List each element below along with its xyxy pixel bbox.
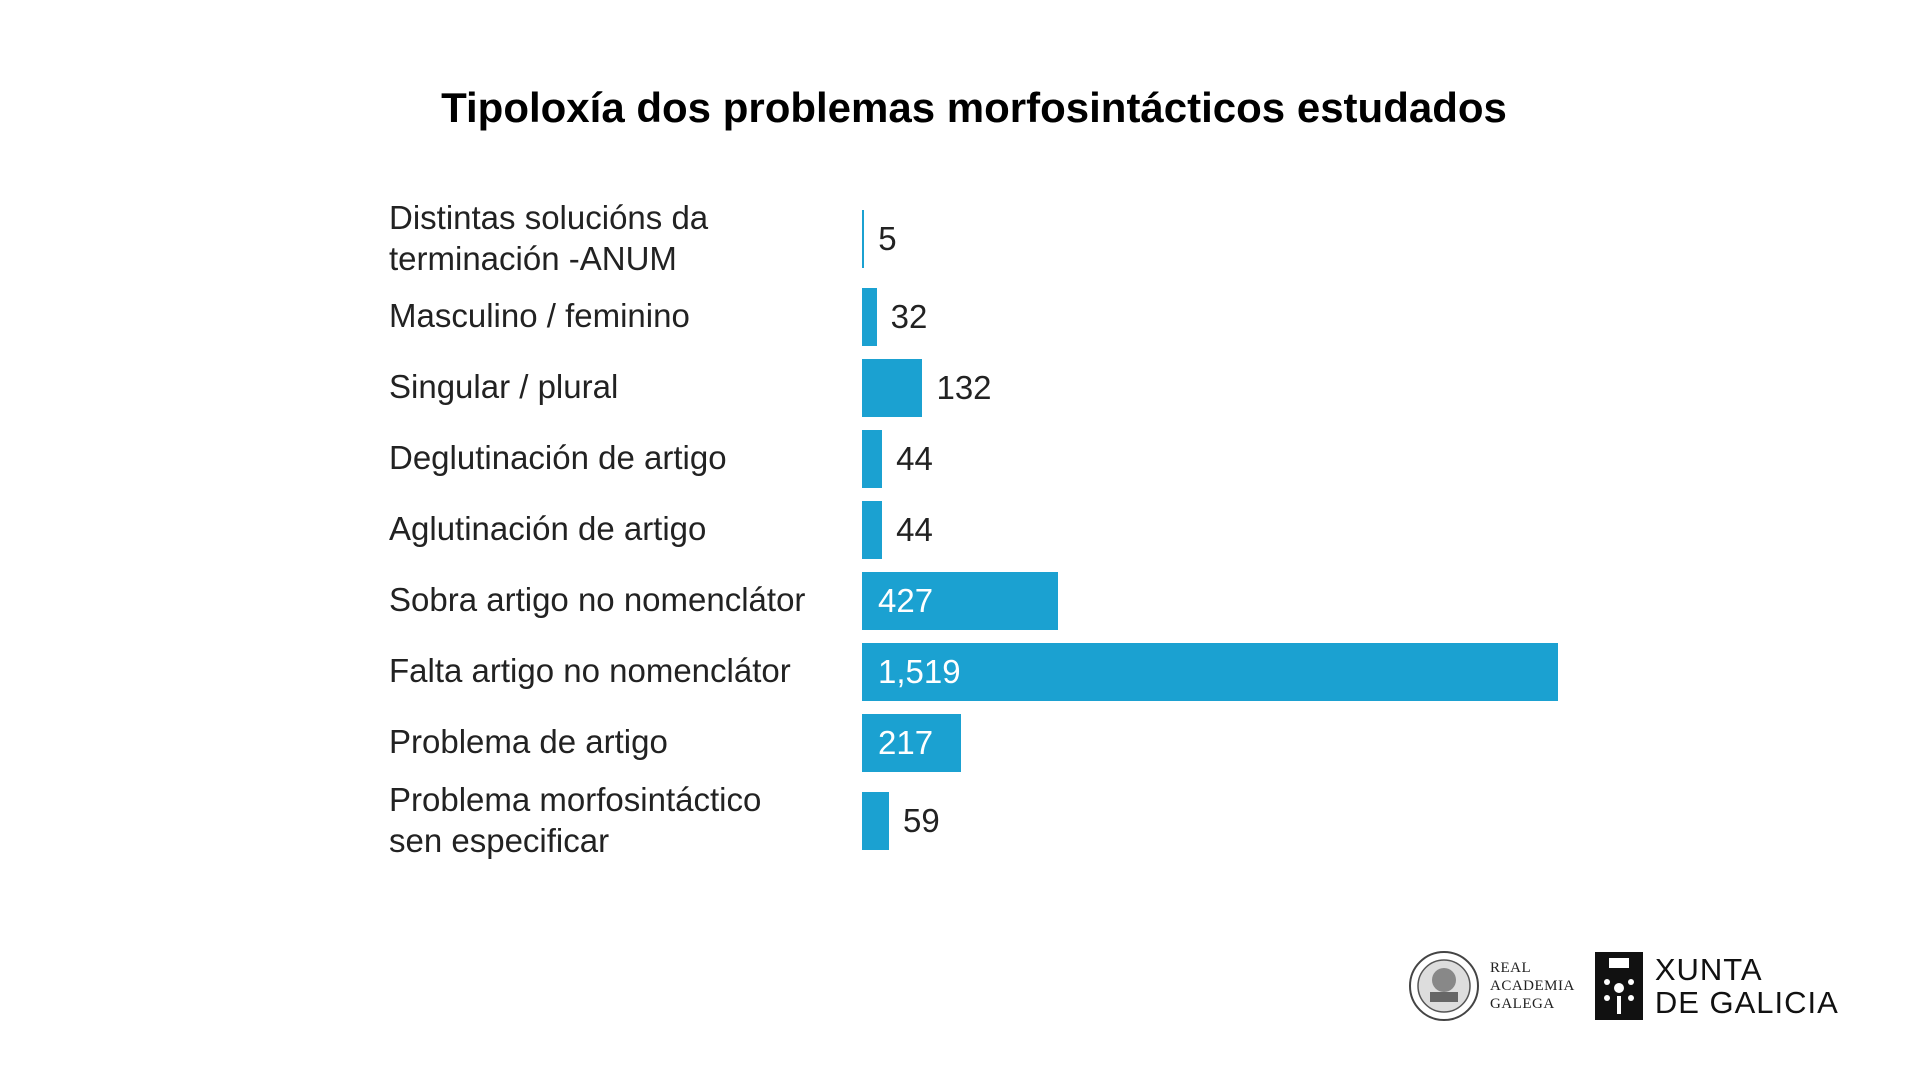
value-label: 44 [896,439,933,477]
bar-track: 132 [862,358,992,417]
bar-track: 44 [862,429,933,488]
academia-name: REAL ACADEMIA GALEGA [1490,960,1575,1012]
bar-track: 1,519 [862,642,1558,701]
bar-track: 427 [862,571,1058,630]
bar-row: Sobra artigo no nomenclátor 427 [389,565,1789,636]
bar [862,500,883,559]
bar-row: Falta artigo no nomenclátor 1,519 [389,636,1789,707]
value-label: 427 [878,581,934,619]
value-label: 217 [878,723,934,761]
category-label: Aglutinación de artigo [389,510,707,548]
bar-row: Problema morfosintáctico sen especificar… [389,778,1789,863]
bar-row: Masculino / feminino 32 [389,281,1789,352]
category-label: Sobra artigo no nomenclátor [389,581,806,619]
bar [862,429,883,488]
bar-track: 32 [862,287,928,346]
value-label: 5 [878,219,897,257]
bar [862,791,890,850]
bar-track: 5 [862,209,897,268]
bar-row: Problema de artigo 217 [389,707,1789,778]
bar-row: Singular / plural 132 [389,352,1789,423]
logos: REAL ACADEMIA GALEGA XUNTA DE GALICIA [1408,950,1839,1022]
value-label: 59 [903,801,940,839]
xunta-emblem [1594,952,1643,1020]
bar-track: 44 [862,500,933,559]
category-label: Deglutinación de artigo [389,439,727,477]
bar-row: Distintas solucións da terminación -ANUM… [389,196,1789,281]
bar: 1,519 [862,642,1558,701]
bar-track: 59 [862,791,940,850]
bar-row: Aglutinación de artigo 44 [389,494,1789,565]
chart-title: Tipoloxía dos problemas morfosintácticos… [441,84,1507,131]
category-label: Singular / plural [389,368,619,406]
value-label: 32 [890,297,928,335]
value-label: 44 [896,510,933,548]
bar: 217 [862,713,962,772]
academia-emblem [1409,951,1479,1021]
xunta-name: XUNTA DE GALICIA [1654,952,1839,1020]
value-label: 1,519 [878,652,961,690]
bar [862,358,923,417]
category-label: Problema morfosintáctico sen especificar [389,780,762,859]
bar-chart: Distintas solucións da terminación -ANUM… [389,196,1789,863]
bar [862,287,877,346]
category-label: Distintas solucións da terminación -ANUM [389,198,709,277]
value-label: 132 [936,368,992,406]
bar-track: 217 [862,713,962,772]
bar [862,209,865,268]
category-label: Falta artigo no nomenclátor [389,652,791,690]
category-label: Problema de artigo [389,723,668,761]
bar-row: Deglutinación de artigo 44 [389,423,1789,494]
bar: 427 [862,571,1058,630]
category-label: Masculino / feminino [389,297,690,335]
